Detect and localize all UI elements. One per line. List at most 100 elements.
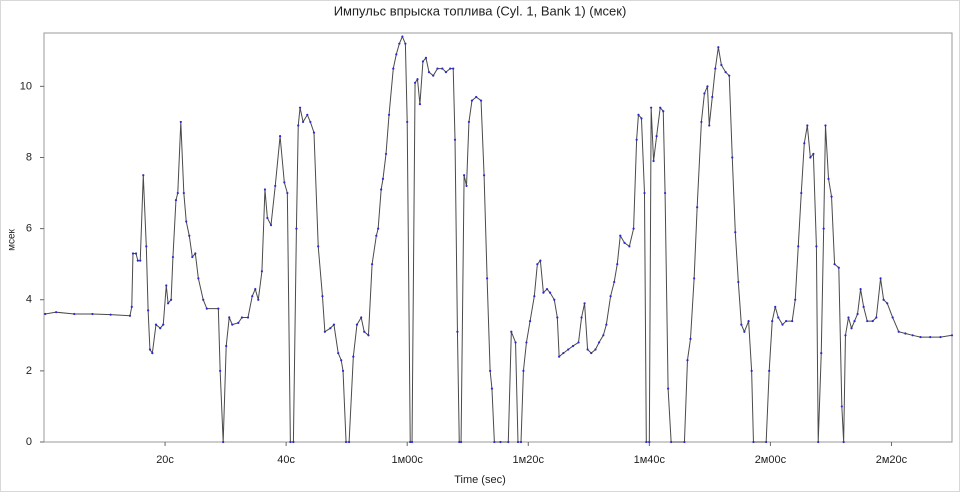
data-point	[337, 351, 340, 355]
data-point	[777, 316, 780, 319]
data-point	[703, 92, 706, 95]
data-point	[341, 369, 345, 372]
data-point	[347, 440, 351, 444]
data-point	[240, 316, 244, 319]
data-point	[418, 103, 422, 106]
data-point	[623, 241, 626, 244]
chart-title: Импульс впрыска топлива (Cyl. 1, Bank 1)…	[334, 3, 627, 18]
data-point	[479, 99, 483, 102]
data-point	[482, 174, 486, 177]
data-point	[370, 263, 374, 266]
data-point	[162, 323, 165, 326]
data-point	[467, 120, 471, 124]
data-point	[670, 440, 673, 444]
data-point	[939, 335, 942, 339]
data-point	[340, 359, 343, 362]
data-point	[706, 85, 709, 88]
x-tick-label: 40с	[277, 454, 295, 466]
data-point	[862, 305, 865, 308]
data-point	[191, 255, 194, 259]
data-point	[743, 330, 746, 333]
data-point	[217, 307, 220, 310]
data-point	[145, 245, 148, 248]
data-point	[323, 330, 326, 333]
data-point	[853, 319, 856, 323]
data-point	[556, 316, 559, 319]
data-point	[871, 319, 874, 323]
data-point	[278, 135, 282, 138]
data-point	[891, 316, 894, 319]
y-tick-label: 10	[20, 80, 32, 92]
x-tick-label: 1м00с	[391, 454, 423, 466]
data-point	[205, 307, 208, 310]
data-point	[55, 311, 58, 314]
data-point	[147, 309, 150, 312]
data-point	[542, 291, 545, 294]
data-point	[219, 369, 222, 372]
data-point	[301, 120, 305, 124]
data-point	[510, 330, 513, 333]
data-point	[771, 319, 774, 323]
data-point	[332, 323, 336, 326]
y-axis-label: мсек	[7, 228, 18, 250]
data-point	[321, 295, 324, 298]
data-point	[182, 191, 185, 195]
data-point	[522, 369, 525, 372]
data-point	[401, 35, 404, 38]
data-point	[257, 298, 260, 301]
data-point	[683, 440, 686, 444]
y-tick-label: 4	[26, 294, 32, 306]
data-point	[904, 332, 907, 335]
data-point	[781, 323, 784, 326]
data-point	[528, 319, 532, 323]
data-point	[590, 351, 593, 355]
data-point	[225, 344, 228, 348]
data-point	[398, 42, 401, 45]
data-point	[387, 113, 391, 116]
data-point	[577, 341, 580, 344]
data-point	[580, 316, 583, 319]
data-point	[655, 135, 658, 138]
data-point	[720, 63, 723, 67]
data-point	[800, 191, 803, 195]
data-point	[548, 291, 552, 294]
data-point	[166, 302, 170, 305]
data-point	[406, 120, 409, 124]
data-point	[645, 440, 648, 444]
data-point	[662, 110, 665, 113]
data-point	[449, 67, 452, 70]
data-point	[421, 60, 425, 63]
data-point	[605, 323, 608, 326]
data-point	[312, 131, 316, 134]
data-point	[202, 298, 205, 301]
data-point	[833, 263, 836, 266]
data-point	[413, 81, 417, 84]
data-point	[866, 319, 869, 323]
data-point	[380, 188, 383, 191]
data-point	[458, 440, 461, 444]
data-point	[463, 174, 466, 177]
data-point	[594, 348, 597, 351]
data-point	[785, 319, 788, 323]
data-point	[395, 53, 398, 56]
x-tick-label: 1м20с	[513, 454, 545, 466]
data-point	[237, 321, 240, 324]
data-point	[128, 314, 132, 317]
data-point	[375, 234, 378, 237]
data-point	[711, 95, 714, 99]
data-point	[452, 67, 455, 70]
data-point	[827, 177, 830, 180]
data-point	[553, 298, 556, 301]
data-point	[344, 440, 348, 444]
data-point	[562, 351, 565, 355]
data-point	[806, 124, 809, 127]
data-point	[635, 138, 638, 141]
data-point	[837, 266, 840, 269]
data-point	[165, 284, 168, 287]
data-point	[489, 369, 492, 372]
x-tick-label: 1м40с	[634, 454, 666, 466]
data-point	[815, 245, 818, 248]
data-point	[686, 359, 689, 362]
data-point	[696, 206, 699, 209]
data-point	[643, 191, 646, 195]
